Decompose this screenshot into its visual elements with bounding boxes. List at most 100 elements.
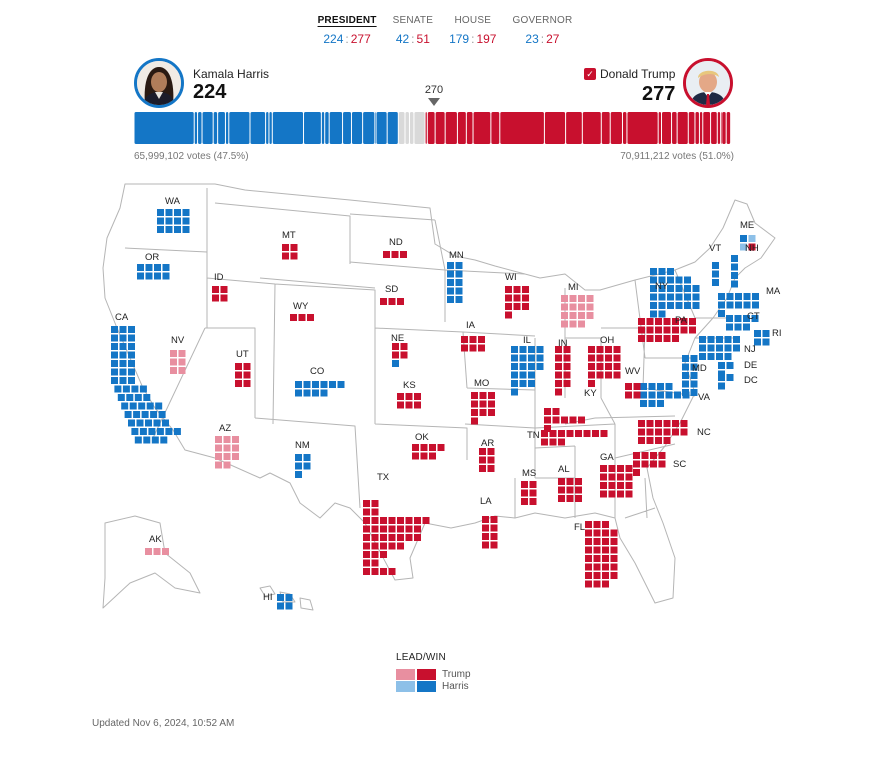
electoral-tile	[182, 217, 190, 225]
electoral-tile	[735, 301, 742, 309]
electoral-tile	[215, 436, 222, 443]
state-ms[interactable]	[521, 481, 537, 505]
electoral-tile	[665, 383, 673, 390]
state-mt[interactable]	[282, 244, 298, 260]
electoral-tile	[690, 380, 698, 388]
state-dc[interactable]	[718, 374, 734, 390]
electoral-tile	[682, 363, 689, 371]
electoral-tile	[655, 420, 662, 427]
electoral-tile	[682, 372, 689, 379]
state-wv[interactable]	[625, 383, 641, 399]
tab-governor[interactable]: GOVERNOR 23:27	[512, 14, 572, 50]
electoral-tile	[566, 495, 574, 502]
electoral-tile	[511, 380, 518, 387]
state-borders	[102, 183, 776, 611]
state-nh[interactable]	[731, 255, 738, 288]
state-ar[interactable]	[479, 448, 495, 472]
electoral-tile	[658, 293, 666, 301]
state-ky[interactable]	[544, 408, 585, 432]
state-ne[interactable]	[392, 343, 408, 367]
state-al[interactable]	[558, 478, 582, 502]
electoral-tile	[363, 525, 370, 533]
electoral-tile	[282, 244, 289, 251]
electoral-tile	[513, 294, 521, 302]
electoral-tile	[555, 346, 562, 353]
state-la[interactable]	[482, 516, 498, 549]
state-label-mt: MT	[282, 230, 296, 241]
electoral-tile	[692, 293, 700, 301]
electoral-tile	[488, 409, 495, 416]
state-ri[interactable]	[754, 330, 770, 346]
state-nv[interactable]	[170, 350, 186, 374]
state-mn[interactable]	[447, 262, 463, 303]
electoral-tile	[549, 430, 557, 437]
state-id[interactable]	[212, 286, 228, 302]
electoral-tile	[303, 462, 311, 470]
electoral-tile	[111, 360, 118, 367]
electoral-tile	[307, 314, 314, 321]
state-nd[interactable]	[383, 251, 407, 258]
electoral-tile	[610, 529, 618, 537]
electoral-tile	[655, 437, 662, 444]
state-ks[interactable]	[397, 393, 421, 409]
state-nm[interactable]	[295, 454, 311, 478]
state-sc[interactable]	[633, 452, 666, 476]
tab-senate[interactable]: SENATE 42:51	[393, 14, 433, 50]
state-md[interactable]	[682, 355, 698, 396]
state-oh[interactable]	[588, 346, 621, 387]
state-ok[interactable]	[412, 444, 445, 460]
state-fl[interactable]	[585, 521, 618, 588]
state-co[interactable]	[295, 381, 345, 397]
state-in[interactable]	[555, 346, 571, 396]
state-nc[interactable]	[638, 420, 688, 444]
bar-segment-trump	[672, 112, 677, 144]
state-ma[interactable]	[718, 293, 759, 317]
state-nj[interactable]	[699, 336, 740, 360]
state-tx[interactable]	[363, 500, 430, 575]
electoral-tile	[303, 454, 311, 461]
state-ut[interactable]	[235, 363, 251, 387]
electoral-tile	[536, 346, 544, 353]
legend-row-trump: Trump	[396, 669, 506, 680]
electoral-tile	[608, 490, 616, 498]
state-ny[interactable]	[650, 268, 700, 318]
state-label-oh: OH	[600, 335, 614, 346]
electoral-tile	[519, 371, 527, 379]
tab-house[interactable]: HOUSE 179:197	[449, 14, 496, 50]
legend-title: LEAD/WIN	[396, 652, 446, 663]
state-mi[interactable]	[561, 295, 594, 328]
state-label-al: AL	[558, 464, 570, 475]
state-mo[interactable]	[471, 392, 495, 425]
state-ak[interactable]	[145, 548, 169, 555]
tab-president[interactable]: PRESIDENT 224:277	[318, 14, 377, 50]
state-label-tx: TX	[377, 472, 390, 483]
state-pa[interactable]	[638, 318, 696, 342]
state-wy[interactable]	[290, 314, 314, 321]
state-me[interactable]	[740, 235, 756, 251]
electoral-tile	[447, 287, 454, 295]
electoral-tile	[541, 438, 548, 446]
electoral-tile	[748, 243, 756, 251]
electoral-tile	[640, 383, 647, 390]
electoral-tile	[552, 416, 560, 424]
bar-segment-harris	[343, 112, 351, 144]
state-vt[interactable]	[712, 262, 719, 286]
state-il[interactable]	[511, 346, 544, 396]
electoral-tile	[588, 346, 595, 353]
state-ia[interactable]	[461, 336, 485, 352]
state-or[interactable]	[137, 264, 170, 280]
electoral-tile	[596, 363, 604, 370]
state-wi[interactable]	[505, 286, 529, 319]
state-tn[interactable]	[541, 430, 608, 446]
state-ct[interactable]	[726, 315, 759, 331]
state-ga[interactable]	[600, 465, 633, 498]
state-hi[interactable]	[277, 594, 293, 610]
electoral-tile	[726, 374, 734, 381]
electoral-tile	[414, 534, 421, 541]
electoral-tile	[513, 303, 521, 310]
state-wa[interactable]	[157, 209, 190, 233]
electoral-tile	[388, 534, 396, 541]
state-ca[interactable]	[111, 326, 181, 444]
state-az[interactable]	[215, 436, 239, 469]
state-sd[interactable]	[380, 298, 404, 305]
